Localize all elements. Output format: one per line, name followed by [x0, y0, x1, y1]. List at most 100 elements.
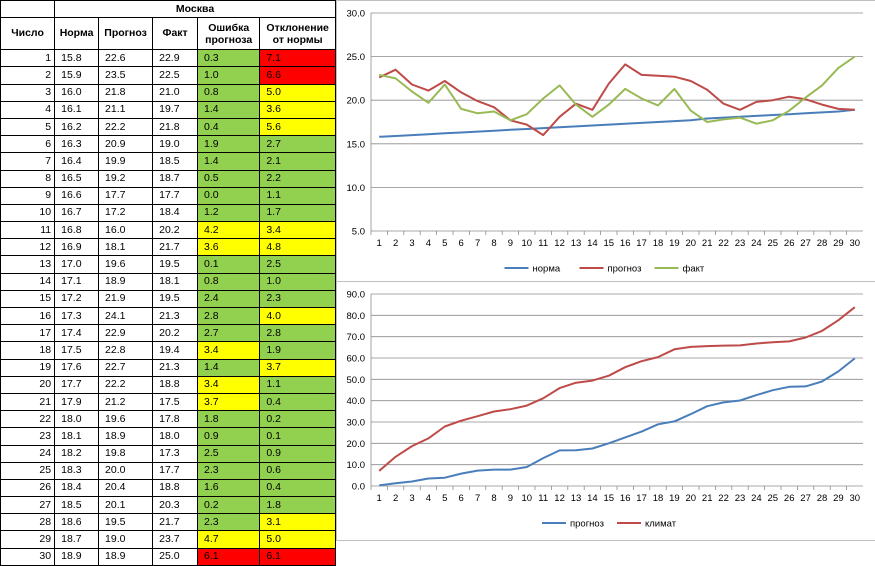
x-tick-label: 28 — [817, 238, 828, 249]
x-tick-label: 25 — [768, 493, 779, 504]
x-tick-label: 8 — [491, 493, 496, 504]
legend-label: факт — [683, 264, 705, 275]
table-row: 19 17.6 22.7 21.3 1.4 3.7 — [0, 358, 336, 377]
day-cell: 27 — [0, 496, 56, 515]
bottom-chart: 0.0 10.0 20.0 30.0 40.0 50.0 60.0 70.0 80.0 90.0 1… — [336, 281, 875, 541]
fact-cell: 22.5 — [152, 66, 199, 85]
x-tick-label: 30 — [850, 238, 861, 249]
x-tick-label: 16 — [620, 238, 631, 249]
forecast-cell: 20.9 — [98, 135, 154, 154]
deviation-cell: 4.8 — [259, 238, 336, 257]
error-cell: 3.4 — [197, 375, 261, 394]
error-cell: 3.7 — [197, 392, 261, 412]
deviation-cell: 0.9 — [259, 444, 336, 463]
fact-cell: 18.8 — [152, 478, 199, 498]
error-cell: 1.8 — [197, 410, 261, 429]
x-tick-label: 19 — [669, 238, 680, 249]
x-tick-label: 22 — [718, 238, 729, 249]
y-tick-label: 50.0 — [347, 375, 366, 386]
forecast-cell: 19.8 — [98, 444, 154, 463]
day-cell: 25 — [0, 461, 56, 480]
y-tick-label: 20.0 — [347, 96, 366, 107]
forecast-cell: 24.1 — [98, 306, 154, 326]
day-cell: 17 — [0, 324, 56, 343]
x-tick-label: 27 — [800, 238, 811, 249]
error-cell: 0.5 — [197, 169, 261, 188]
norm-cell: 18.3 — [54, 461, 100, 480]
x-tick-label: 26 — [784, 238, 795, 249]
x-tick-label: 18 — [653, 493, 664, 504]
table-row: 9 16.6 17.7 17.7 0.0 1.1 — [0, 186, 336, 205]
error-cell: 0.2 — [197, 496, 261, 515]
y-tick-label: 0.0 — [352, 482, 365, 493]
deviation-cell: 0.2 — [259, 410, 336, 429]
x-tick-label: 7 — [475, 493, 480, 504]
fact-cell: 20.3 — [152, 496, 199, 515]
forecast-cell: 21.8 — [98, 83, 154, 102]
x-tick-label: 3 — [409, 493, 414, 504]
forecast-cell: 20.1 — [98, 496, 154, 515]
fact-cell: 17.7 — [152, 461, 199, 480]
x-tick-label: 1 — [377, 493, 382, 504]
norm-cell: 18.0 — [54, 410, 100, 429]
x-tick-label: 30 — [850, 493, 861, 504]
norm-cell: 15.9 — [54, 66, 100, 85]
deviation-cell: 2.5 — [259, 255, 336, 274]
day-cell: 12 — [0, 238, 56, 257]
error-cell: 2.5 — [197, 444, 261, 463]
table-row: 28 18.6 19.5 21.7 2.3 3.1 — [0, 513, 336, 532]
fact-cell: 17.7 — [152, 186, 199, 205]
error-cell: 1.0 — [197, 66, 261, 85]
deviation-cell: 0.4 — [259, 392, 336, 412]
error-cell: 2.7 — [197, 324, 261, 343]
table-row: 21 17.9 21.2 17.5 3.7 0.4 — [0, 392, 336, 412]
y-tick-label: 70.0 — [347, 332, 366, 343]
x-tick-label: 2 — [393, 493, 398, 504]
error-cell: 0.9 — [197, 427, 261, 446]
y-tick-label: 5.0 — [352, 227, 365, 238]
norm-cell: 16.8 — [54, 221, 100, 240]
norm-cell: 16.0 — [54, 83, 100, 102]
x-tick-label: 11 — [538, 493, 548, 504]
table-row: 14 17.1 18.9 18.1 0.8 1.0 — [0, 272, 336, 291]
forecast-cell: 18.9 — [98, 547, 154, 566]
day-cell: 2 — [0, 66, 56, 85]
norm-cell: 16.6 — [54, 186, 100, 205]
fact-cell: 17.5 — [152, 392, 199, 412]
x-tick-label: 9 — [508, 238, 513, 249]
deviation-cell: 1.9 — [259, 341, 336, 360]
table-row: 2 15.9 23.5 22.5 1.0 6.6 — [0, 66, 336, 85]
norm-cell: 18.9 — [54, 547, 100, 566]
norm-cell: 18.6 — [54, 513, 100, 532]
fact-cell: 19.5 — [152, 289, 199, 309]
x-tick-label: 13 — [571, 493, 582, 504]
top-chart: 5.0 10.0 15.0 20.0 25.0 30.0 1 2 3 4 5 6 7 8 9 10 11 12 13… — [336, 0, 875, 282]
day-cell: 19 — [0, 358, 56, 377]
x-tick-label: 8 — [491, 238, 496, 249]
x-tick-label: 5 — [442, 493, 447, 504]
deviation-cell: 2.7 — [259, 135, 336, 154]
legend-label: прогноз — [608, 264, 642, 275]
fact-cell: 21.7 — [152, 238, 199, 257]
table-title: Москва — [54, 0, 336, 19]
forecast-cell: 17.2 — [98, 203, 154, 223]
fact-cell: 19.7 — [152, 100, 199, 119]
error-cell: 0.0 — [197, 186, 261, 205]
y-tick-label: 20.0 — [347, 439, 366, 450]
y-tick-label: 40.0 — [347, 396, 366, 407]
deviation-cell: 4.0 — [259, 306, 336, 326]
table-row: 18 17.5 22.8 19.4 3.4 1.9 — [0, 341, 336, 360]
deviation-cell: 0.1 — [259, 427, 336, 446]
forecast-cell: 20.0 — [98, 461, 154, 480]
table-row: 5 16.2 22.2 21.8 0.4 5.6 — [0, 117, 336, 137]
deviation-cell: 1.8 — [259, 496, 336, 515]
day-cell: 20 — [0, 375, 56, 394]
x-tick-label: 12 — [554, 493, 565, 504]
forecast-cell: 21.1 — [98, 100, 154, 119]
error-cell: 3.4 — [197, 341, 261, 360]
error-cell: 2.8 — [197, 306, 261, 326]
forecast-cell: 19.6 — [98, 255, 154, 274]
x-tick-label: 14 — [587, 238, 598, 249]
norm-cell: 17.9 — [54, 392, 100, 412]
y-tick-label: 80.0 — [347, 311, 366, 322]
